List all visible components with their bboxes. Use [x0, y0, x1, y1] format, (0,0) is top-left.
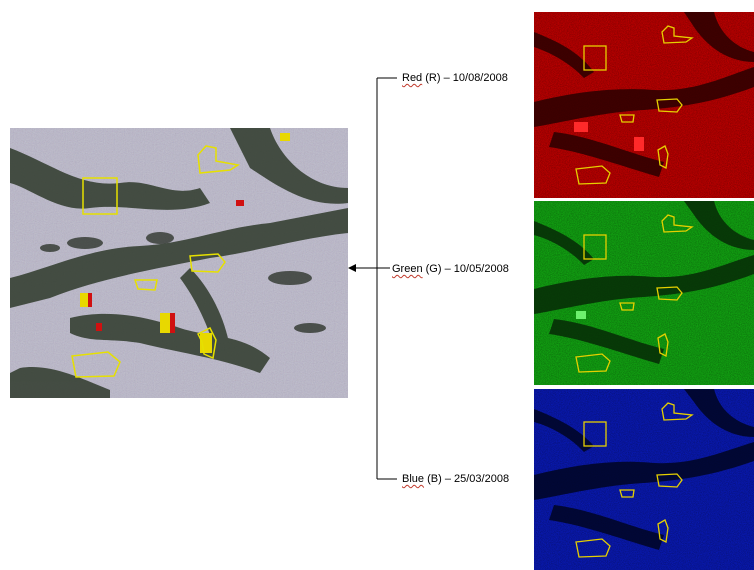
composite-rgb-image: [10, 128, 348, 398]
arrow-left-icon: [348, 264, 356, 272]
red-band-image: [534, 12, 754, 198]
blue-band-image: [534, 389, 754, 570]
green-band-image: [534, 201, 754, 385]
label-green-band: Green (G) – 10/05/2008: [392, 263, 509, 275]
label-red-band: Red (R) – 10/08/2008: [402, 72, 508, 84]
label-blue-band: Blue (B) – 25/03/2008: [402, 473, 510, 485]
